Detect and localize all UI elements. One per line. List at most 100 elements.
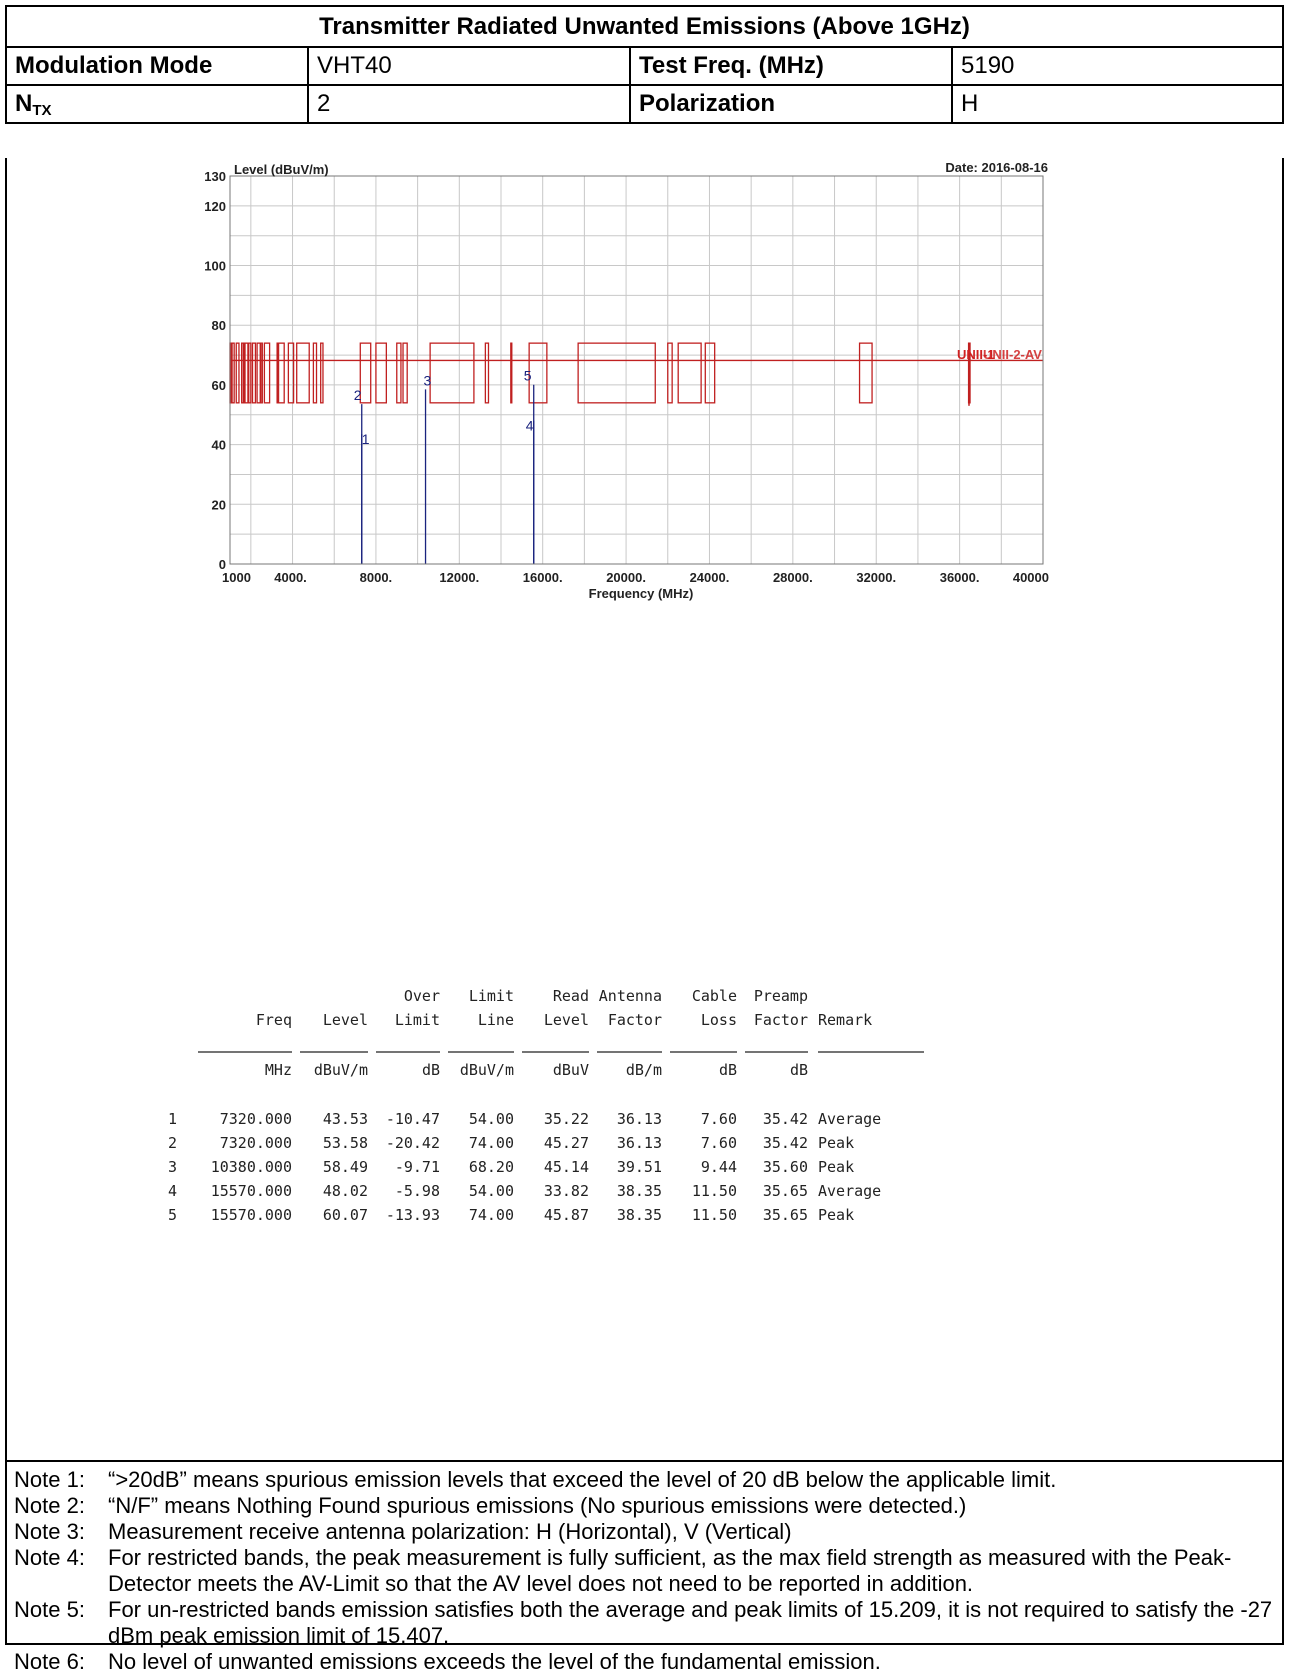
table-cell: 7.60 bbox=[701, 1134, 737, 1152]
note-2: Note 2: “N/F” means Nothing Found spuriou… bbox=[14, 1493, 1279, 1519]
row-index: 4 bbox=[168, 1182, 177, 1200]
results-header: Preamp bbox=[754, 987, 808, 1005]
row-remark: Peak bbox=[818, 1158, 854, 1176]
results-header: Limit bbox=[395, 1011, 440, 1029]
y-tick-labels: 0 20 40 60 80 100 120 130 bbox=[204, 169, 226, 572]
note-label: Note 1: bbox=[14, 1467, 85, 1492]
table-cell: 45.27 bbox=[544, 1134, 589, 1152]
x-tick-label: 36000. bbox=[940, 570, 980, 585]
results-units-row: MHz dBuV/m dB dBuV/m dBuV dB/m dB dB bbox=[265, 1061, 808, 1079]
ntx-value: 2 bbox=[307, 84, 631, 124]
results-header: Antenna bbox=[599, 987, 662, 1005]
marker-lines: 1 2 3 4 5 bbox=[354, 368, 535, 564]
results-header: Level bbox=[323, 1011, 368, 1029]
table-cell: 11.50 bbox=[692, 1182, 737, 1200]
row-remark: Average bbox=[818, 1110, 881, 1128]
results-header: Level bbox=[544, 1011, 589, 1029]
limit-lines bbox=[229, 342, 1043, 406]
y-tick-label: 40 bbox=[212, 438, 226, 453]
results-unit: MHz bbox=[265, 1061, 292, 1079]
results-header: Factor bbox=[608, 1011, 662, 1029]
y-tick-label: 60 bbox=[212, 378, 226, 393]
table-cell: 38.35 bbox=[617, 1206, 662, 1224]
table-cell: 54.00 bbox=[469, 1182, 514, 1200]
row-index: 3 bbox=[168, 1158, 177, 1176]
row-index: 1 bbox=[168, 1110, 177, 1128]
modulation-value: VHT40 bbox=[307, 46, 631, 86]
ntx-label: NTX bbox=[5, 84, 309, 124]
table-cell: 74.00 bbox=[469, 1134, 514, 1152]
restricted-band bbox=[858, 342, 873, 404]
results-unit: dBuV bbox=[553, 1061, 589, 1079]
table-cell: 7.60 bbox=[701, 1110, 737, 1128]
table-cell: -13.93 bbox=[386, 1206, 440, 1224]
y-axis-label: Level (dBuV/m) bbox=[234, 162, 329, 177]
table-cell: 54.00 bbox=[469, 1110, 514, 1128]
row-remark: Peak bbox=[818, 1134, 854, 1152]
note-text: Measurement receive antenna polarization… bbox=[108, 1519, 792, 1544]
restricted-band bbox=[260, 342, 263, 404]
restricted-band bbox=[577, 342, 656, 404]
polarization-value: H bbox=[951, 84, 1284, 124]
table-cell: 35.65 bbox=[763, 1206, 808, 1224]
table-cell: 68.20 bbox=[469, 1158, 514, 1176]
restricted-band bbox=[235, 342, 240, 404]
restricted-band bbox=[510, 342, 513, 404]
y-tick-label: 120 bbox=[204, 199, 226, 214]
table-cell: 58.49 bbox=[323, 1158, 368, 1176]
table-cell: 35.42 bbox=[763, 1110, 808, 1128]
table-cell: 10380.000 bbox=[211, 1158, 292, 1176]
restricted-band bbox=[359, 342, 372, 404]
row-remark: Peak bbox=[818, 1206, 854, 1224]
table-row: 4 15570.000 48.02 -5.98 54.00 33.82 38.35 11.50… bbox=[168, 1182, 881, 1200]
y-tick-label: 100 bbox=[204, 259, 226, 274]
note-label: Note 2: bbox=[14, 1493, 85, 1518]
table-cell: 36.13 bbox=[617, 1134, 662, 1152]
marker-label-4: 4 bbox=[526, 418, 534, 434]
results-unit: dB bbox=[790, 1061, 808, 1079]
results-unit: dB/m bbox=[626, 1061, 662, 1079]
table-cell: 7320.000 bbox=[220, 1110, 292, 1128]
results-rows: 1 7320.000 43.53 -10.47 54.00 35.22 36.13 7.60 3… bbox=[168, 1110, 881, 1224]
note-text: No level of unwanted emissions exceeds t… bbox=[108, 1649, 881, 1674]
table-cell: 11.50 bbox=[692, 1206, 737, 1224]
results-unit: dBuV/m bbox=[460, 1061, 514, 1079]
testfreq-value: 5190 bbox=[951, 46, 1284, 86]
row-index: 5 bbox=[168, 1206, 177, 1224]
marker-label-1: 1 bbox=[362, 431, 370, 447]
testfreq-label: Test Freq. (MHz) bbox=[629, 46, 953, 86]
restricted-band bbox=[256, 342, 261, 404]
table-cell: 60.07 bbox=[323, 1206, 368, 1224]
x-tick-label: 8000. bbox=[360, 570, 393, 585]
table-cell: -5.98 bbox=[395, 1182, 440, 1200]
y-tick-label: 20 bbox=[212, 497, 226, 512]
restricted-band bbox=[402, 342, 408, 404]
table-cell: 74.00 bbox=[469, 1206, 514, 1224]
results-header: Cable bbox=[692, 987, 737, 1005]
restricted-band bbox=[244, 342, 249, 404]
note-text: “>20dB” means spurious emission levels t… bbox=[108, 1467, 1057, 1492]
modulation-label: Modulation Mode bbox=[5, 46, 309, 86]
table-cell: 39.51 bbox=[617, 1158, 662, 1176]
restricted-band bbox=[528, 342, 548, 404]
x-axis-label: Frequency (MHz) bbox=[589, 586, 694, 601]
restricted-band bbox=[248, 342, 252, 404]
row-remark: Average bbox=[818, 1182, 881, 1200]
restricted-band bbox=[277, 342, 285, 404]
note-text: For un-restricted bands emission satisfi… bbox=[108, 1597, 1273, 1648]
table-cell: 35.42 bbox=[763, 1134, 808, 1152]
note-4: Note 4: For restricted bands, the peak me… bbox=[14, 1545, 1279, 1597]
header-table: Transmitter Radiated Unwanted Emissions … bbox=[5, 5, 1284, 124]
table-cell: 45.87 bbox=[544, 1206, 589, 1224]
results-unit: dBuV/m bbox=[314, 1061, 368, 1079]
restricted-band bbox=[287, 342, 295, 404]
restricted-band bbox=[704, 342, 716, 404]
table-cell: -9.71 bbox=[395, 1158, 440, 1176]
table-cell: 36.13 bbox=[617, 1110, 662, 1128]
report-title: Transmitter Radiated Unwanted Emissions … bbox=[5, 5, 1284, 48]
marker-label-3: 3 bbox=[424, 372, 432, 388]
table-cell: -10.47 bbox=[386, 1110, 440, 1128]
results-header: Line bbox=[478, 1011, 514, 1029]
table-cell: 7320.000 bbox=[220, 1134, 292, 1152]
